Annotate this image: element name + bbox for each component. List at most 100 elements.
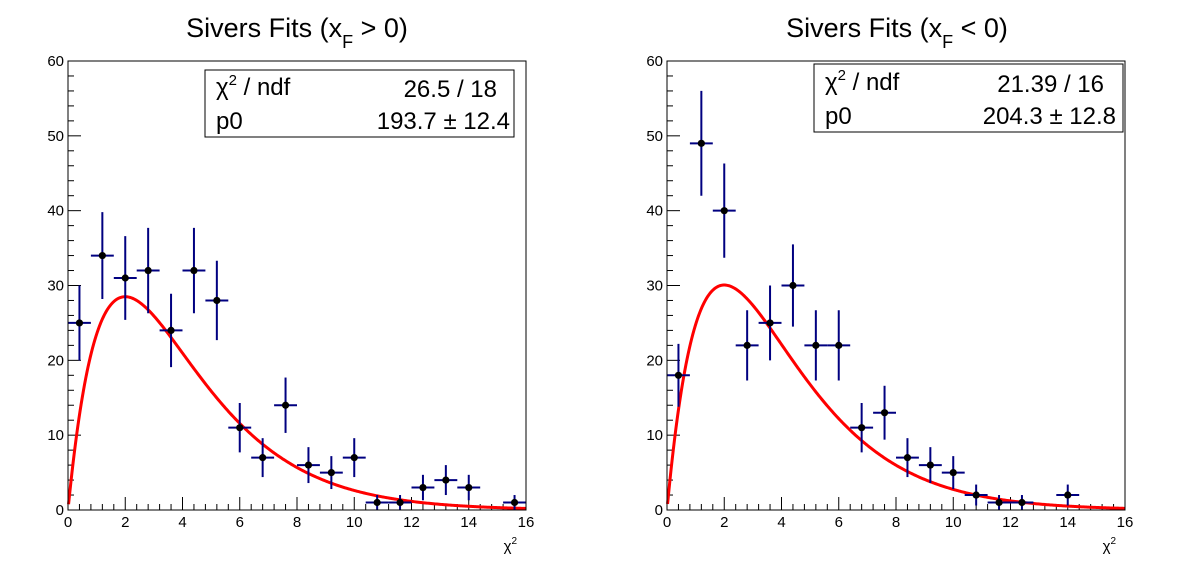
x-tick-label: 16 [1117, 514, 1134, 531]
stats-box: χ2 / ndf 26.5 / 18 p0 193.7 ± 12.4 [204, 69, 515, 138]
data-marker [926, 461, 934, 469]
data-point [205, 260, 229, 341]
plot-frame [67, 60, 527, 511]
data-marker [949, 468, 957, 477]
data-marker [236, 424, 244, 432]
data-marker [419, 483, 427, 492]
data-point [712, 163, 736, 258]
data-point [388, 495, 412, 510]
data-point [689, 90, 713, 196]
data-marker [213, 296, 221, 305]
stats-p0-label: p0 [216, 108, 243, 135]
data-marker [465, 483, 473, 492]
y-tick-label: 0 [655, 502, 663, 519]
panel-title: Sivers Fits (xF < 0) [786, 13, 1008, 52]
fit-layer [67, 295, 527, 510]
data-marker [720, 207, 728, 215]
data-marker [144, 266, 152, 275]
data-point [804, 310, 828, 381]
y-tick-label: 30 [646, 278, 663, 295]
data-point [274, 377, 297, 433]
data-point [319, 456, 343, 490]
data-point [434, 465, 458, 496]
data-point [1056, 484, 1080, 506]
data-point [1010, 495, 1034, 510]
data-point [735, 310, 759, 381]
data-marker [812, 341, 820, 349]
data-point [667, 343, 690, 407]
data-point [941, 456, 965, 490]
data-marker [972, 491, 980, 499]
y-tick-label: 10 [47, 427, 64, 444]
data-point [411, 474, 435, 501]
data-point [873, 385, 896, 440]
stats-chi2-label: χ2 / ndf [825, 67, 900, 96]
stats-chi2-label: χ2 / ndf [216, 72, 291, 101]
y-tick-label: 50 [646, 128, 663, 145]
data-marker [995, 498, 1003, 507]
x-tick-label: 14 [1059, 514, 1076, 531]
data-marker [396, 498, 404, 507]
data-point [503, 495, 526, 510]
data-point [159, 293, 183, 368]
data-marker [766, 319, 774, 327]
x-tick-label: 16 [518, 514, 535, 531]
data-marker [327, 468, 335, 477]
data-marker [281, 401, 290, 409]
data-point [90, 212, 114, 299]
data-marker [789, 281, 797, 290]
x-tick-label: 4 [777, 514, 785, 531]
x-tick-label: 2 [720, 514, 728, 531]
data-point [68, 285, 91, 361]
y-tick-label: 20 [47, 352, 64, 369]
data-point [297, 447, 320, 484]
data-point [113, 236, 137, 320]
data-marker [674, 371, 683, 379]
x-tick-label: 12 [1002, 514, 1019, 531]
panel-title: Sivers Fits (xF > 0) [186, 13, 408, 52]
data-marker [1064, 491, 1072, 499]
y-tick-label: 10 [646, 427, 663, 444]
x-tick-label: 2 [121, 514, 129, 531]
y-tick-label: 50 [47, 128, 64, 145]
data-marker [190, 266, 198, 275]
stats-p0-value: 193.7 ± 12.4 [377, 108, 510, 135]
data-marker [259, 454, 267, 462]
data-point [365, 495, 389, 510]
stats-box-frame [204, 69, 515, 138]
data-marker [697, 139, 705, 147]
x-tick-label: 12 [403, 514, 420, 531]
data-marker [903, 454, 912, 462]
data-marker [304, 461, 313, 469]
y-tick-label: 20 [646, 352, 663, 369]
y-tick-label: 40 [47, 203, 64, 220]
x-tick-label: 6 [236, 514, 244, 531]
data-marker [98, 251, 106, 260]
data-point [251, 438, 275, 478]
y-tick-label: 30 [47, 278, 64, 295]
data-point [827, 310, 851, 381]
data-point [136, 227, 160, 314]
panel-xf-negative: Sivers Fits (xF < 0) 0 2 4 6 8 10 12 14 16 0 10 20 3… [646, 13, 1133, 555]
x-tick-label: 6 [835, 514, 843, 531]
y-tick-label: 60 [646, 53, 663, 70]
stats-box: χ2 / ndf 21.39 / 16 p0 204.3 ± 12.8 [813, 63, 1124, 133]
x-tick-label: 0 [663, 514, 671, 531]
x-tick-label: 10 [945, 514, 962, 531]
data-point [781, 244, 805, 327]
points-layer [667, 90, 1080, 510]
x-tick-label: 8 [293, 514, 301, 531]
x-tick-label: 14 [460, 514, 477, 531]
y-tick-label: 40 [646, 203, 663, 220]
fit-curve [67, 295, 527, 510]
data-point [182, 227, 206, 314]
data-marker [350, 454, 358, 462]
data-point [342, 438, 366, 478]
stats-p0-value: 204.3 ± 12.8 [983, 103, 1116, 130]
points-layer [68, 212, 526, 510]
data-marker [858, 424, 866, 432]
x-tick-label: 0 [64, 514, 72, 531]
data-marker [510, 498, 519, 507]
data-marker [442, 476, 450, 484]
data-marker [1018, 498, 1026, 507]
